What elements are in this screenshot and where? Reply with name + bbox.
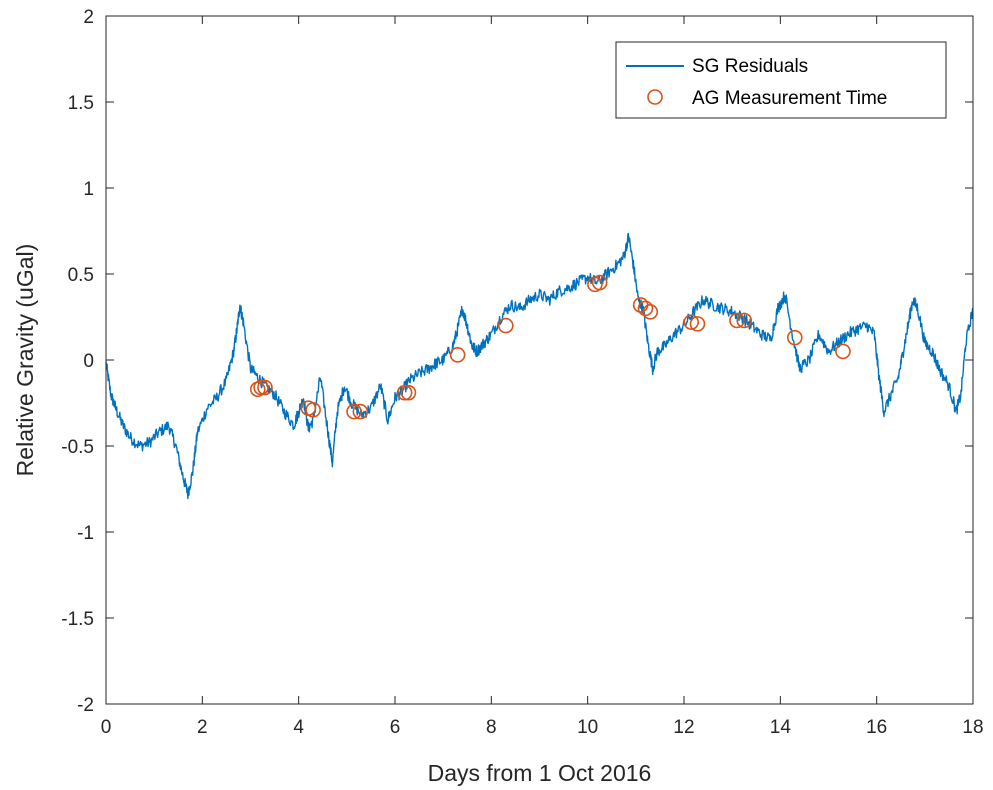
ag-measurement-point (253, 379, 269, 396)
ag-measurement-point (637, 300, 654, 317)
ag-measurement-point (591, 274, 608, 291)
x-axis-label: Days from 1 Oct 2016 (428, 760, 652, 786)
x-tick-label: 12 (673, 717, 694, 738)
ag-measurement-point (257, 379, 273, 396)
x-tick-label: 14 (770, 717, 792, 738)
legend-entry-sg-residuals: SG Residuals (692, 56, 808, 77)
legend-box (615, 41, 947, 119)
x-tick-label: 8 (486, 717, 497, 738)
ag-measurement-point (689, 316, 706, 332)
y-tick-label: -1 (77, 523, 94, 544)
x-tick-label: 10 (577, 717, 598, 738)
ag-measurement-point (835, 343, 851, 360)
ag-measurement-point (683, 314, 700, 330)
ag-measurement-point (396, 384, 413, 401)
ag-measurement-point (449, 347, 466, 363)
y-tick-label: 0.5 (68, 265, 94, 286)
ag-measurement-point (400, 384, 417, 401)
legend-marker-swatch (647, 89, 663, 105)
ticks-layer: 0 2 4 6 8 10 12 14 16 18 -2 -1.5 -1 -0.5 0 0.5 1 1.5 2 (61, 7, 983, 738)
y-tick-label: 1 (83, 179, 94, 200)
x-tick-label: 6 (390, 717, 401, 738)
series-layer (105, 232, 974, 500)
y-axis-label: Relative Gravity (uGal) (12, 244, 38, 477)
y-tick-label: 0 (83, 351, 94, 372)
ag-measurement-point (736, 312, 753, 329)
y-tick-label: 1.5 (68, 93, 94, 114)
legend: SG Residuals AG Measurement Time (615, 41, 947, 119)
ag-measurement-point (729, 312, 745, 329)
x-tick-label: 2 (197, 717, 208, 738)
axes-frame (105, 15, 974, 705)
y-tick-label: 2 (83, 7, 94, 28)
x-tick-label: 18 (962, 717, 983, 738)
ag-measurement-point (352, 403, 369, 420)
ag-measurement-point (305, 402, 321, 418)
plot-area (106, 16, 973, 704)
ag-measurement-point (346, 403, 362, 420)
x-tick-label: 0 (101, 717, 112, 738)
ag-measurement-point (642, 304, 659, 320)
ag-measurement-point (497, 317, 514, 334)
x-tick-label: 4 (293, 717, 304, 738)
ag-measurement-point (786, 329, 803, 346)
x-tick-label: 16 (866, 717, 887, 738)
y-tick-label: -2 (77, 695, 94, 716)
y-tick-label: -1.5 (61, 609, 94, 630)
legend-entry-ag-measurement-time: AG Measurement Time (692, 88, 887, 109)
y-tick-label: -0.5 (61, 437, 94, 458)
series-line-sg-residuals (105, 232, 974, 500)
